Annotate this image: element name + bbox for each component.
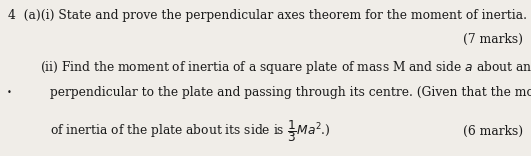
Text: 4  (a)(i) State and prove the perpendicular axes theorem for the moment of inert: 4 (a)(i) State and prove the perpendicul… [8,9,527,22]
Text: (6 marks): (6 marks) [463,124,523,138]
Text: perpendicular to the plate and passing through its centre. (Given that the momen: perpendicular to the plate and passing t… [50,85,531,99]
Text: •: • [6,88,11,97]
Text: (7 marks): (7 marks) [463,32,523,46]
Text: of inertia of the plate about its side is $\dfrac{1}{3}Ma^2$.): of inertia of the plate about its side i… [50,118,331,144]
Text: (ii) Find the moment of inertia of a square plate of mass M and side $a$ about a: (ii) Find the moment of inertia of a squ… [40,59,531,76]
